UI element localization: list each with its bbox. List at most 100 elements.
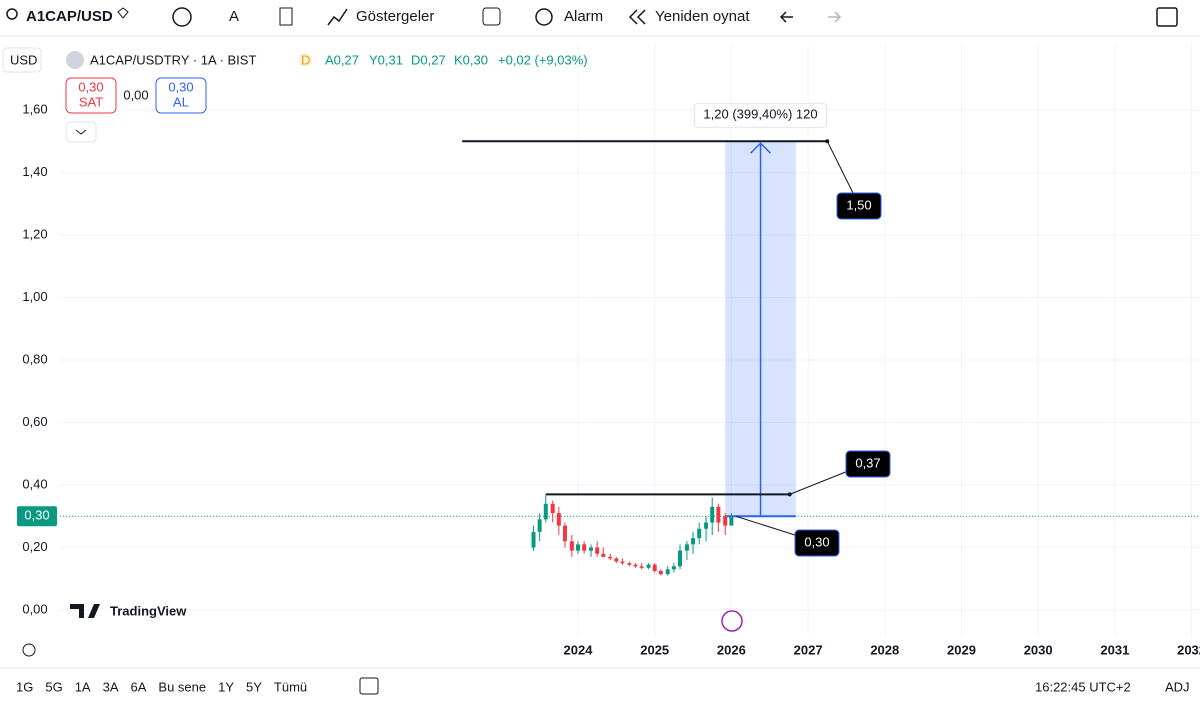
candle-body bbox=[576, 544, 581, 551]
toolbar: A1CAP/USD A Göstergeler Alarm Yeniden oy… bbox=[0, 7, 1200, 37]
chart: 0,00 0,20 0,40 0,60 0,80 1,00 1,20 1,40 1,60 2024… bbox=[17, 45, 1200, 657]
currency: USD bbox=[10, 52, 37, 67]
candle-body bbox=[569, 541, 574, 551]
candle-body bbox=[639, 566, 644, 568]
candle-body bbox=[620, 561, 625, 564]
candle-body bbox=[627, 563, 632, 565]
callout-bg bbox=[845, 450, 891, 478]
candle-icon[interactable] bbox=[279, 7, 293, 26]
candle-body bbox=[646, 564, 651, 568]
sell-label: SAT bbox=[79, 94, 103, 109]
candle-body bbox=[671, 566, 676, 570]
watermark: TradingView bbox=[110, 603, 187, 618]
candle-body bbox=[678, 550, 683, 567]
callout-bg bbox=[836, 192, 882, 220]
y-tick-label: 0,20 bbox=[22, 539, 47, 554]
x-tick-label: 2025 bbox=[640, 642, 669, 657]
range-button[interactable]: 5G bbox=[45, 679, 62, 694]
legend-title: A1CAP/USDTRY · 1A · BIST bbox=[90, 52, 256, 67]
indicators[interactable]: Göstergeler bbox=[356, 8, 434, 25]
candle-body bbox=[595, 547, 600, 554]
buy-button[interactable] bbox=[155, 77, 207, 114]
replay-icon[interactable] bbox=[628, 9, 646, 25]
candle-body bbox=[582, 544, 587, 551]
ohlc-open: A0,27 bbox=[325, 52, 359, 67]
alarm[interactable]: Alarm bbox=[564, 8, 603, 25]
adj[interactable]: ADJ bbox=[1165, 679, 1190, 694]
y-tick-label: 1,40 bbox=[22, 164, 47, 179]
candle-body bbox=[652, 564, 657, 571]
candle-body bbox=[608, 556, 613, 559]
interval[interactable]: A bbox=[229, 8, 239, 25]
arrow-head bbox=[750, 142, 772, 154]
x-tick-label: 2032 bbox=[1177, 642, 1200, 657]
candle-body bbox=[710, 506, 715, 523]
spread: 0,00 bbox=[123, 87, 148, 102]
candle-body bbox=[658, 570, 663, 575]
candle-body bbox=[697, 528, 702, 539]
buy-label: AL bbox=[173, 94, 189, 109]
range-button[interactable]: 5Y bbox=[246, 679, 262, 694]
ohlc-low: D0,27 bbox=[411, 52, 446, 67]
callout-label: 0,37 bbox=[855, 455, 880, 470]
candle-body bbox=[691, 538, 696, 545]
position-label-bg bbox=[694, 102, 828, 128]
range-button[interactable]: Tümü bbox=[274, 679, 307, 694]
symbol[interactable]: A1CAP/USD bbox=[26, 8, 113, 25]
range-bar: 1G 5G 1A 3A 6A Bu sene 1Y 5Y Tümü bbox=[16, 679, 307, 694]
range-button[interactable]: 1G bbox=[16, 679, 33, 694]
candle-body bbox=[543, 503, 548, 520]
range-button[interactable]: 3A bbox=[103, 679, 119, 694]
candle-body bbox=[531, 531, 536, 548]
add-icon[interactable] bbox=[172, 7, 192, 27]
x-tick-label: 2029 bbox=[947, 642, 976, 657]
candle-body bbox=[537, 519, 542, 532]
x-tick-label: 2030 bbox=[1024, 642, 1053, 657]
ohlc-high: Y0,31 bbox=[369, 52, 403, 67]
range-button[interactable]: Bu sene bbox=[158, 679, 206, 694]
range-button[interactable]: 1A bbox=[75, 679, 91, 694]
replay[interactable]: Yeniden oynat bbox=[655, 8, 750, 25]
price-label-bg bbox=[17, 506, 57, 527]
search-icon[interactable] bbox=[6, 8, 18, 20]
candle-body bbox=[729, 516, 734, 526]
range-button[interactable]: 6A bbox=[131, 679, 147, 694]
y-tick-label: 0,00 bbox=[22, 601, 47, 616]
x-tick-label: 2026 bbox=[717, 642, 746, 657]
redo-icon[interactable] bbox=[828, 11, 842, 23]
alarm-icon[interactable] bbox=[535, 8, 553, 26]
y-tick-label: 0,60 bbox=[22, 414, 47, 429]
candle-body bbox=[550, 503, 555, 514]
calendar-icon[interactable] bbox=[359, 677, 379, 695]
candle-body bbox=[665, 569, 670, 575]
ohlc-close: K0,30 bbox=[454, 52, 488, 67]
y-tick-label: 1,20 bbox=[22, 226, 47, 241]
candle-body bbox=[684, 544, 689, 551]
collapse-button[interactable] bbox=[65, 121, 97, 143]
price-label: 0,30 bbox=[24, 508, 49, 523]
callout-bg bbox=[794, 529, 840, 557]
range-button[interactable]: 1Y bbox=[218, 679, 234, 694]
diamond-icon[interactable] bbox=[117, 7, 129, 19]
change: +0,02 (+9,03%) bbox=[498, 52, 588, 67]
watermark-logo bbox=[70, 604, 100, 618]
currency-box[interactable] bbox=[2, 47, 42, 73]
candle-body bbox=[556, 513, 561, 526]
fullscreen-icon[interactable] bbox=[1156, 7, 1178, 27]
event-icon[interactable] bbox=[721, 610, 743, 632]
settings-icon[interactable] bbox=[22, 643, 36, 657]
candle-body bbox=[614, 558, 619, 562]
candle-body bbox=[633, 564, 638, 567]
sell-price: 0,30 bbox=[78, 79, 103, 94]
candle-body bbox=[704, 522, 709, 529]
undo-icon[interactable] bbox=[779, 11, 793, 23]
sell-button[interactable] bbox=[65, 77, 117, 114]
indicator-icon[interactable] bbox=[327, 8, 348, 26]
y-tick-label: 0,80 bbox=[22, 351, 47, 366]
buy-price: 0,30 bbox=[168, 79, 193, 94]
badge-bg bbox=[298, 53, 312, 67]
position-label: 1,20 (399,40%) 120 bbox=[703, 107, 817, 122]
callout-label: 1,50 bbox=[846, 197, 871, 212]
layout-icon[interactable] bbox=[482, 7, 501, 26]
